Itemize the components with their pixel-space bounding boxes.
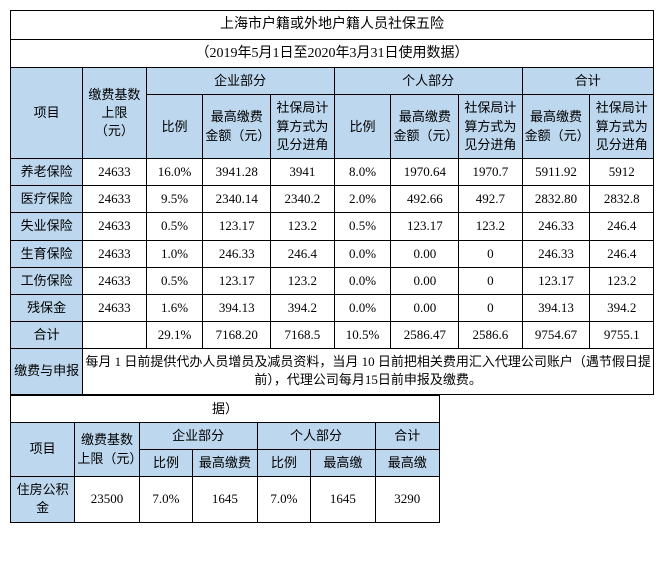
social-insurance-table: 上海市户籍或外地户籍人员社保五险 （2019年5月1日至2020年3月31日使用… [10, 10, 654, 395]
col-ent-amt: 最高缴费金额（元） [203, 95, 271, 159]
col-ind-ratio: 比例 [334, 95, 391, 159]
table-row: 生育保险246331.0%246.33246.40.0%0.000246.332… [11, 240, 654, 267]
housing-row: 住房公积金 23500 7.0% 1645 7.0% 1645 3290 [11, 477, 440, 522]
col-ent-calc: 社保局计算方式为见分进角 [271, 95, 334, 159]
sub-col-ent: 企业部分 [139, 422, 257, 449]
housing-fund-table: 据） 项目 缴费基数上限（元） 企业部分 个人部分 合计 比例 最高缴费 比例 … [10, 395, 440, 523]
table-row: 工伤保险246330.5%123.17123.20.0%0.000123.171… [11, 267, 654, 294]
col-individual: 个人部分 [334, 68, 522, 95]
footer-text: 每月 1 日前提供代办人员增员及减员资料，当月 10 日前把相关费用汇入代理公司… [83, 349, 654, 394]
col-ind-calc: 社保局计算方式为见分进角 [459, 95, 522, 159]
frag-title: 据） [11, 395, 440, 422]
table-row: 医疗保险246339.5%2340.142340.22.0%492.66492.… [11, 186, 654, 213]
col-tot-amt: 最高缴费金额（元） [522, 95, 590, 159]
table-row: 残保金246331.6%394.13394.20.0%0.000394.1339… [11, 294, 654, 321]
sub-col-total: 合计 [375, 422, 439, 449]
footer-label: 缴费与申报 [11, 349, 83, 394]
col-ind-amt: 最高缴费金额（元） [391, 95, 459, 159]
col-tot-calc: 社保局计算方式为见分进角 [590, 95, 654, 159]
col-project: 项目 [11, 68, 83, 159]
sub-col-base: 缴费基数上限（元） [75, 422, 139, 476]
col-base: 缴费基数上限（元） [83, 68, 146, 159]
table-row: 失业保险246330.5%123.17123.20.5%123.17123.22… [11, 213, 654, 240]
col-total: 合计 [522, 68, 653, 95]
col-enterprise: 企业部分 [146, 68, 334, 95]
totals-row: 合计 29.1% 7168.20 7168.5 10.5% 2586.47 25… [11, 322, 654, 349]
table-row: 养老保险2463316.0%3941.2839418.0%1970.641970… [11, 158, 654, 185]
sub-col-ind: 个人部分 [257, 422, 375, 449]
footer-row: 缴费与申报 每月 1 日前提供代办人员增员及减员资料，当月 10 日前把相关费用… [11, 349, 654, 394]
table-title: 上海市户籍或外地户籍人员社保五险 [11, 11, 654, 40]
table-subtitle: （2019年5月1日至2020年3月31日使用数据） [11, 39, 654, 68]
col-ent-ratio: 比例 [146, 95, 203, 159]
sub-col-project: 项目 [11, 422, 75, 476]
